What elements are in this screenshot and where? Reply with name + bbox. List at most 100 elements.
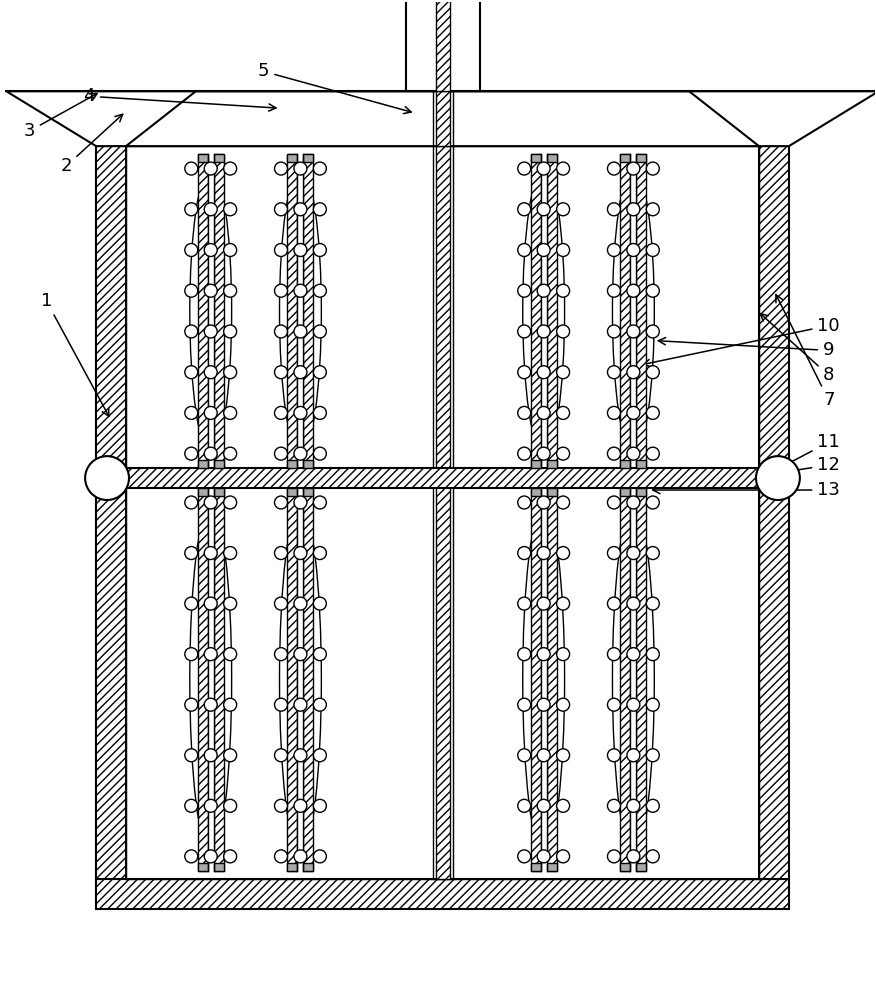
Circle shape (627, 547, 639, 560)
Circle shape (518, 366, 531, 379)
Bar (547, 154, 556, 468)
Bar (208, 154, 214, 468)
Circle shape (185, 799, 198, 812)
Circle shape (204, 162, 217, 175)
Circle shape (518, 244, 531, 256)
Circle shape (204, 325, 217, 338)
Circle shape (556, 547, 569, 560)
Circle shape (646, 547, 660, 560)
Bar (96, 146, 126, 879)
Circle shape (223, 648, 237, 661)
Bar (620, 154, 631, 162)
Circle shape (223, 496, 237, 509)
Circle shape (314, 325, 327, 338)
Bar (303, 460, 314, 468)
Text: 10: 10 (643, 317, 840, 367)
Circle shape (627, 597, 639, 610)
Bar (531, 460, 540, 468)
Circle shape (185, 648, 198, 661)
Circle shape (204, 698, 217, 711)
Circle shape (607, 799, 620, 812)
Circle shape (294, 698, 307, 711)
Circle shape (627, 244, 639, 256)
Circle shape (556, 447, 569, 460)
Bar (531, 488, 540, 496)
Circle shape (556, 698, 569, 711)
Circle shape (607, 496, 620, 509)
Circle shape (627, 284, 639, 297)
Circle shape (185, 406, 198, 419)
Circle shape (314, 547, 327, 560)
Circle shape (607, 447, 620, 460)
Bar (214, 154, 223, 468)
Bar (96, 879, 789, 909)
Bar (198, 488, 208, 496)
Bar (214, 460, 223, 468)
Circle shape (627, 203, 639, 216)
Circle shape (274, 366, 287, 379)
Bar (287, 488, 298, 496)
Bar (287, 488, 298, 871)
Circle shape (607, 325, 620, 338)
Circle shape (537, 698, 550, 711)
Circle shape (556, 648, 569, 661)
Bar (531, 863, 540, 871)
Circle shape (627, 496, 639, 509)
Circle shape (518, 203, 531, 216)
Circle shape (185, 547, 198, 560)
Circle shape (204, 406, 217, 419)
Circle shape (518, 325, 531, 338)
Bar (636, 154, 646, 162)
Circle shape (518, 850, 531, 863)
Circle shape (274, 799, 287, 812)
Text: 3: 3 (24, 93, 97, 140)
Circle shape (185, 366, 198, 379)
Bar (620, 863, 631, 871)
Bar (620, 488, 631, 496)
Circle shape (518, 406, 531, 419)
Circle shape (294, 547, 307, 560)
Circle shape (223, 325, 237, 338)
Circle shape (274, 203, 287, 216)
Circle shape (607, 547, 620, 560)
Circle shape (294, 162, 307, 175)
Circle shape (646, 366, 660, 379)
Circle shape (223, 244, 237, 256)
Bar (436, 91, 450, 146)
Bar (636, 488, 646, 496)
Circle shape (756, 456, 800, 500)
Circle shape (646, 496, 660, 509)
Circle shape (537, 447, 550, 460)
Circle shape (518, 547, 531, 560)
Circle shape (314, 447, 327, 460)
Circle shape (314, 698, 327, 711)
Circle shape (223, 447, 237, 460)
Circle shape (274, 284, 287, 297)
Bar (620, 460, 631, 468)
Text: 13: 13 (653, 481, 840, 499)
Bar (287, 460, 298, 468)
Text: 11: 11 (774, 433, 840, 471)
Circle shape (518, 162, 531, 175)
Bar (126, 468, 759, 488)
Circle shape (607, 850, 620, 863)
Circle shape (294, 749, 307, 762)
Bar (298, 488, 303, 871)
Circle shape (204, 244, 217, 256)
Bar (406, 0, 480, 91)
Bar (214, 488, 223, 496)
Bar (198, 488, 208, 871)
Circle shape (294, 203, 307, 216)
Circle shape (607, 203, 620, 216)
Bar (620, 154, 631, 468)
Circle shape (556, 749, 569, 762)
Circle shape (556, 366, 569, 379)
Circle shape (314, 162, 327, 175)
Text: 8: 8 (760, 314, 835, 384)
Circle shape (518, 447, 531, 460)
Circle shape (646, 447, 660, 460)
Bar (198, 154, 208, 162)
Bar (436, 146, 450, 879)
Circle shape (646, 284, 660, 297)
Circle shape (185, 284, 198, 297)
